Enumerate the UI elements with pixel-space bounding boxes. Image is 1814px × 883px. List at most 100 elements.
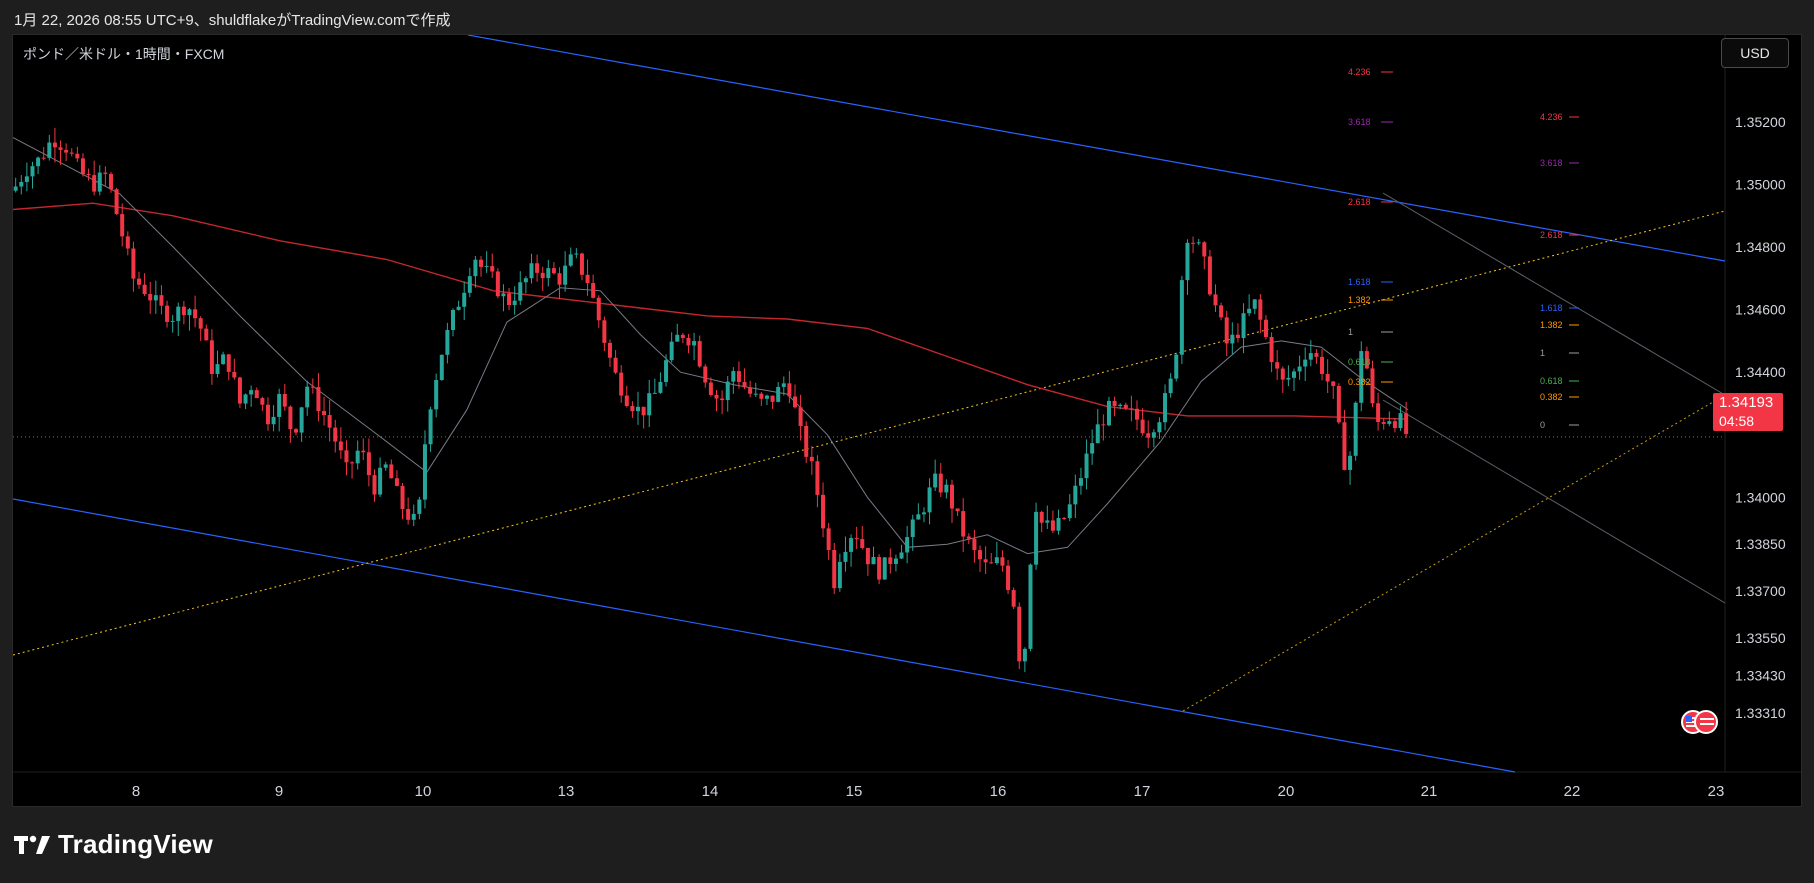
candle-body [1224,317,1229,344]
candle-body [607,342,612,358]
candle-body [1045,520,1050,523]
footer-brand: TradingView [14,829,213,860]
candle-body [215,364,220,374]
candle-body [557,273,562,285]
candle-body [226,354,231,372]
candle-body [793,396,798,408]
candle-body [19,181,24,187]
candle-body [692,341,697,346]
candle-body [551,268,556,274]
x-tick-label: 17 [1134,783,1151,800]
candle-body [86,174,91,176]
candle-body [198,318,203,329]
candle-body [484,266,489,268]
candle-body [1297,366,1302,372]
candle-body [92,175,97,192]
candle-body [1392,421,1397,429]
candle-body [389,464,394,479]
candle-body [1151,432,1156,438]
candle-body [877,556,882,580]
x-tick-label: 13 [558,783,575,800]
candle-body [854,538,859,540]
chart-header-caption: 1月 22, 2026 08:55 UTC+9、shuldflakeがTradi… [14,12,451,29]
candle-body [563,265,568,285]
candle-body [288,406,293,430]
candle-body [249,390,254,395]
candle-body [591,283,596,298]
candle-body [254,390,259,399]
candle-body [13,186,18,191]
y-tick-label: 1.33850 [1735,536,1786,552]
candle-body [748,387,753,394]
candle-body [1263,319,1268,338]
candle-body [1247,308,1252,314]
candle-body [422,444,427,500]
candle-body [1067,504,1072,519]
last-price-tag: 1.34193 04:58 [1713,393,1783,431]
candle-body [1135,408,1140,420]
candle-body [1112,400,1117,406]
fib-level-label: 1.618 [1540,303,1563,313]
candle-body [776,386,781,402]
symbol-label[interactable]: ポンド／米ドル・1時間・FXCM [23,46,225,62]
candle-body [899,552,904,559]
candle-body [327,415,332,428]
candle-body [64,149,69,153]
fib-level-label: 1.618 [1348,277,1371,287]
candle-body [1123,404,1128,409]
candle-body [1381,422,1386,424]
candle-body [41,157,46,159]
candle-body [1202,242,1207,257]
candle-body [602,320,607,343]
candle-body [1336,385,1341,423]
candle-body [535,263,540,273]
candle-body [523,278,528,283]
candle-body [686,337,691,346]
candle-body [1028,564,1033,649]
candle-body [148,294,153,301]
candle-body [1404,413,1409,434]
currency-button[interactable]: USD [1721,38,1789,68]
candle-body [832,550,837,589]
candle-body [1196,242,1201,244]
candle-body [675,334,680,342]
candle-body [383,464,388,468]
candle-body [989,562,994,564]
candle-body [467,276,472,293]
candle-body [187,309,192,316]
candle-body [949,484,954,509]
candle-body [798,407,803,426]
candle-body [1034,511,1039,565]
candle-body [1179,280,1184,355]
chart-area[interactable]: 1.35200 1.35000 1.34800 1.34600 1.34400 1.340… [12,34,1802,807]
candle-body [652,392,657,394]
price-chart[interactable]: 1.35200 1.35000 1.34800 1.34600 1.34400 1.340… [13,35,1801,806]
candle-body [630,405,635,412]
candle-body [1140,419,1145,434]
candle-body [176,306,181,321]
candle-body [428,409,433,445]
candle-body [1095,424,1100,444]
tradingview-logo-icon [14,835,50,854]
candle-body [518,282,523,301]
candle-body [916,514,921,520]
candle-body [961,511,966,537]
candle-body [1163,393,1168,423]
candle-body [815,461,820,495]
y-tick-label: 1.34400 [1735,364,1786,380]
y-tick-label: 1.35200 [1735,114,1786,130]
candle-body [680,334,685,338]
y-tick-label: 1.34000 [1735,489,1786,505]
candle-body [703,366,708,383]
candle-body [277,394,282,417]
us-flag-event-icon[interactable] [1680,709,1724,735]
candle-body [1039,511,1044,523]
y-tick-label: 1.33430 [1735,668,1786,684]
candle-body [1017,606,1022,662]
candle-body [434,379,439,410]
candle-body [1084,453,1089,479]
fib-level-label: 4.236 [1540,112,1563,122]
moving-average-slow [13,202,1409,420]
channel-lower-line [13,498,1516,773]
candle-body [142,284,147,295]
